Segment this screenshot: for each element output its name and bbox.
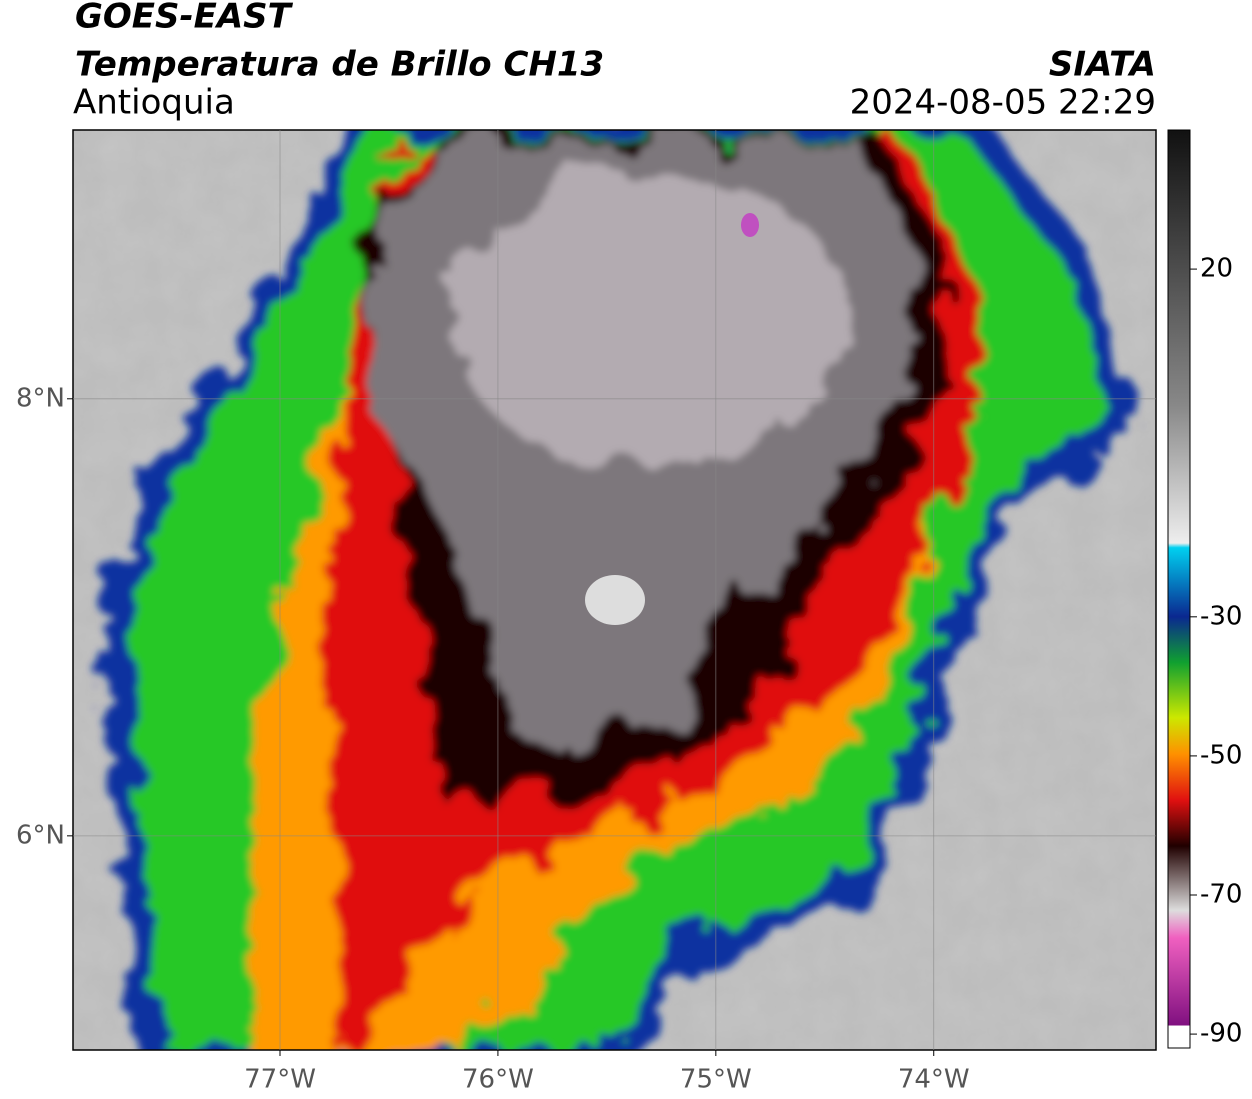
imagery	[73, 130, 1156, 1050]
colorbar-tick-label: -90	[1200, 1019, 1242, 1049]
colorbar	[1167, 129, 1191, 1049]
title: GOES-EAST	[75, 0, 294, 37]
x-tick-label: 75°W	[680, 1065, 752, 1095]
colorbar-tick-label: -30	[1200, 601, 1242, 631]
map-frame	[72, 129, 1157, 1051]
colorbar-tick-label: 20	[1200, 254, 1233, 284]
colorbar-tick-label: -70	[1200, 880, 1242, 910]
datetime: 2024-08-05 22:29	[850, 83, 1156, 123]
source: SIATA	[1049, 45, 1156, 85]
colorbar-tick-label: -50	[1200, 740, 1242, 770]
region: Antioquia	[73, 83, 235, 123]
subtitle: Temperatura de Brillo CH13	[75, 45, 604, 85]
x-tick-label: 74°W	[898, 1065, 970, 1095]
x-tick-label: 77°W	[244, 1065, 316, 1095]
y-tick-label: 6°N	[16, 820, 65, 850]
x-tick-label: 76°W	[462, 1065, 534, 1095]
y-tick-label: 8°N	[16, 383, 65, 413]
